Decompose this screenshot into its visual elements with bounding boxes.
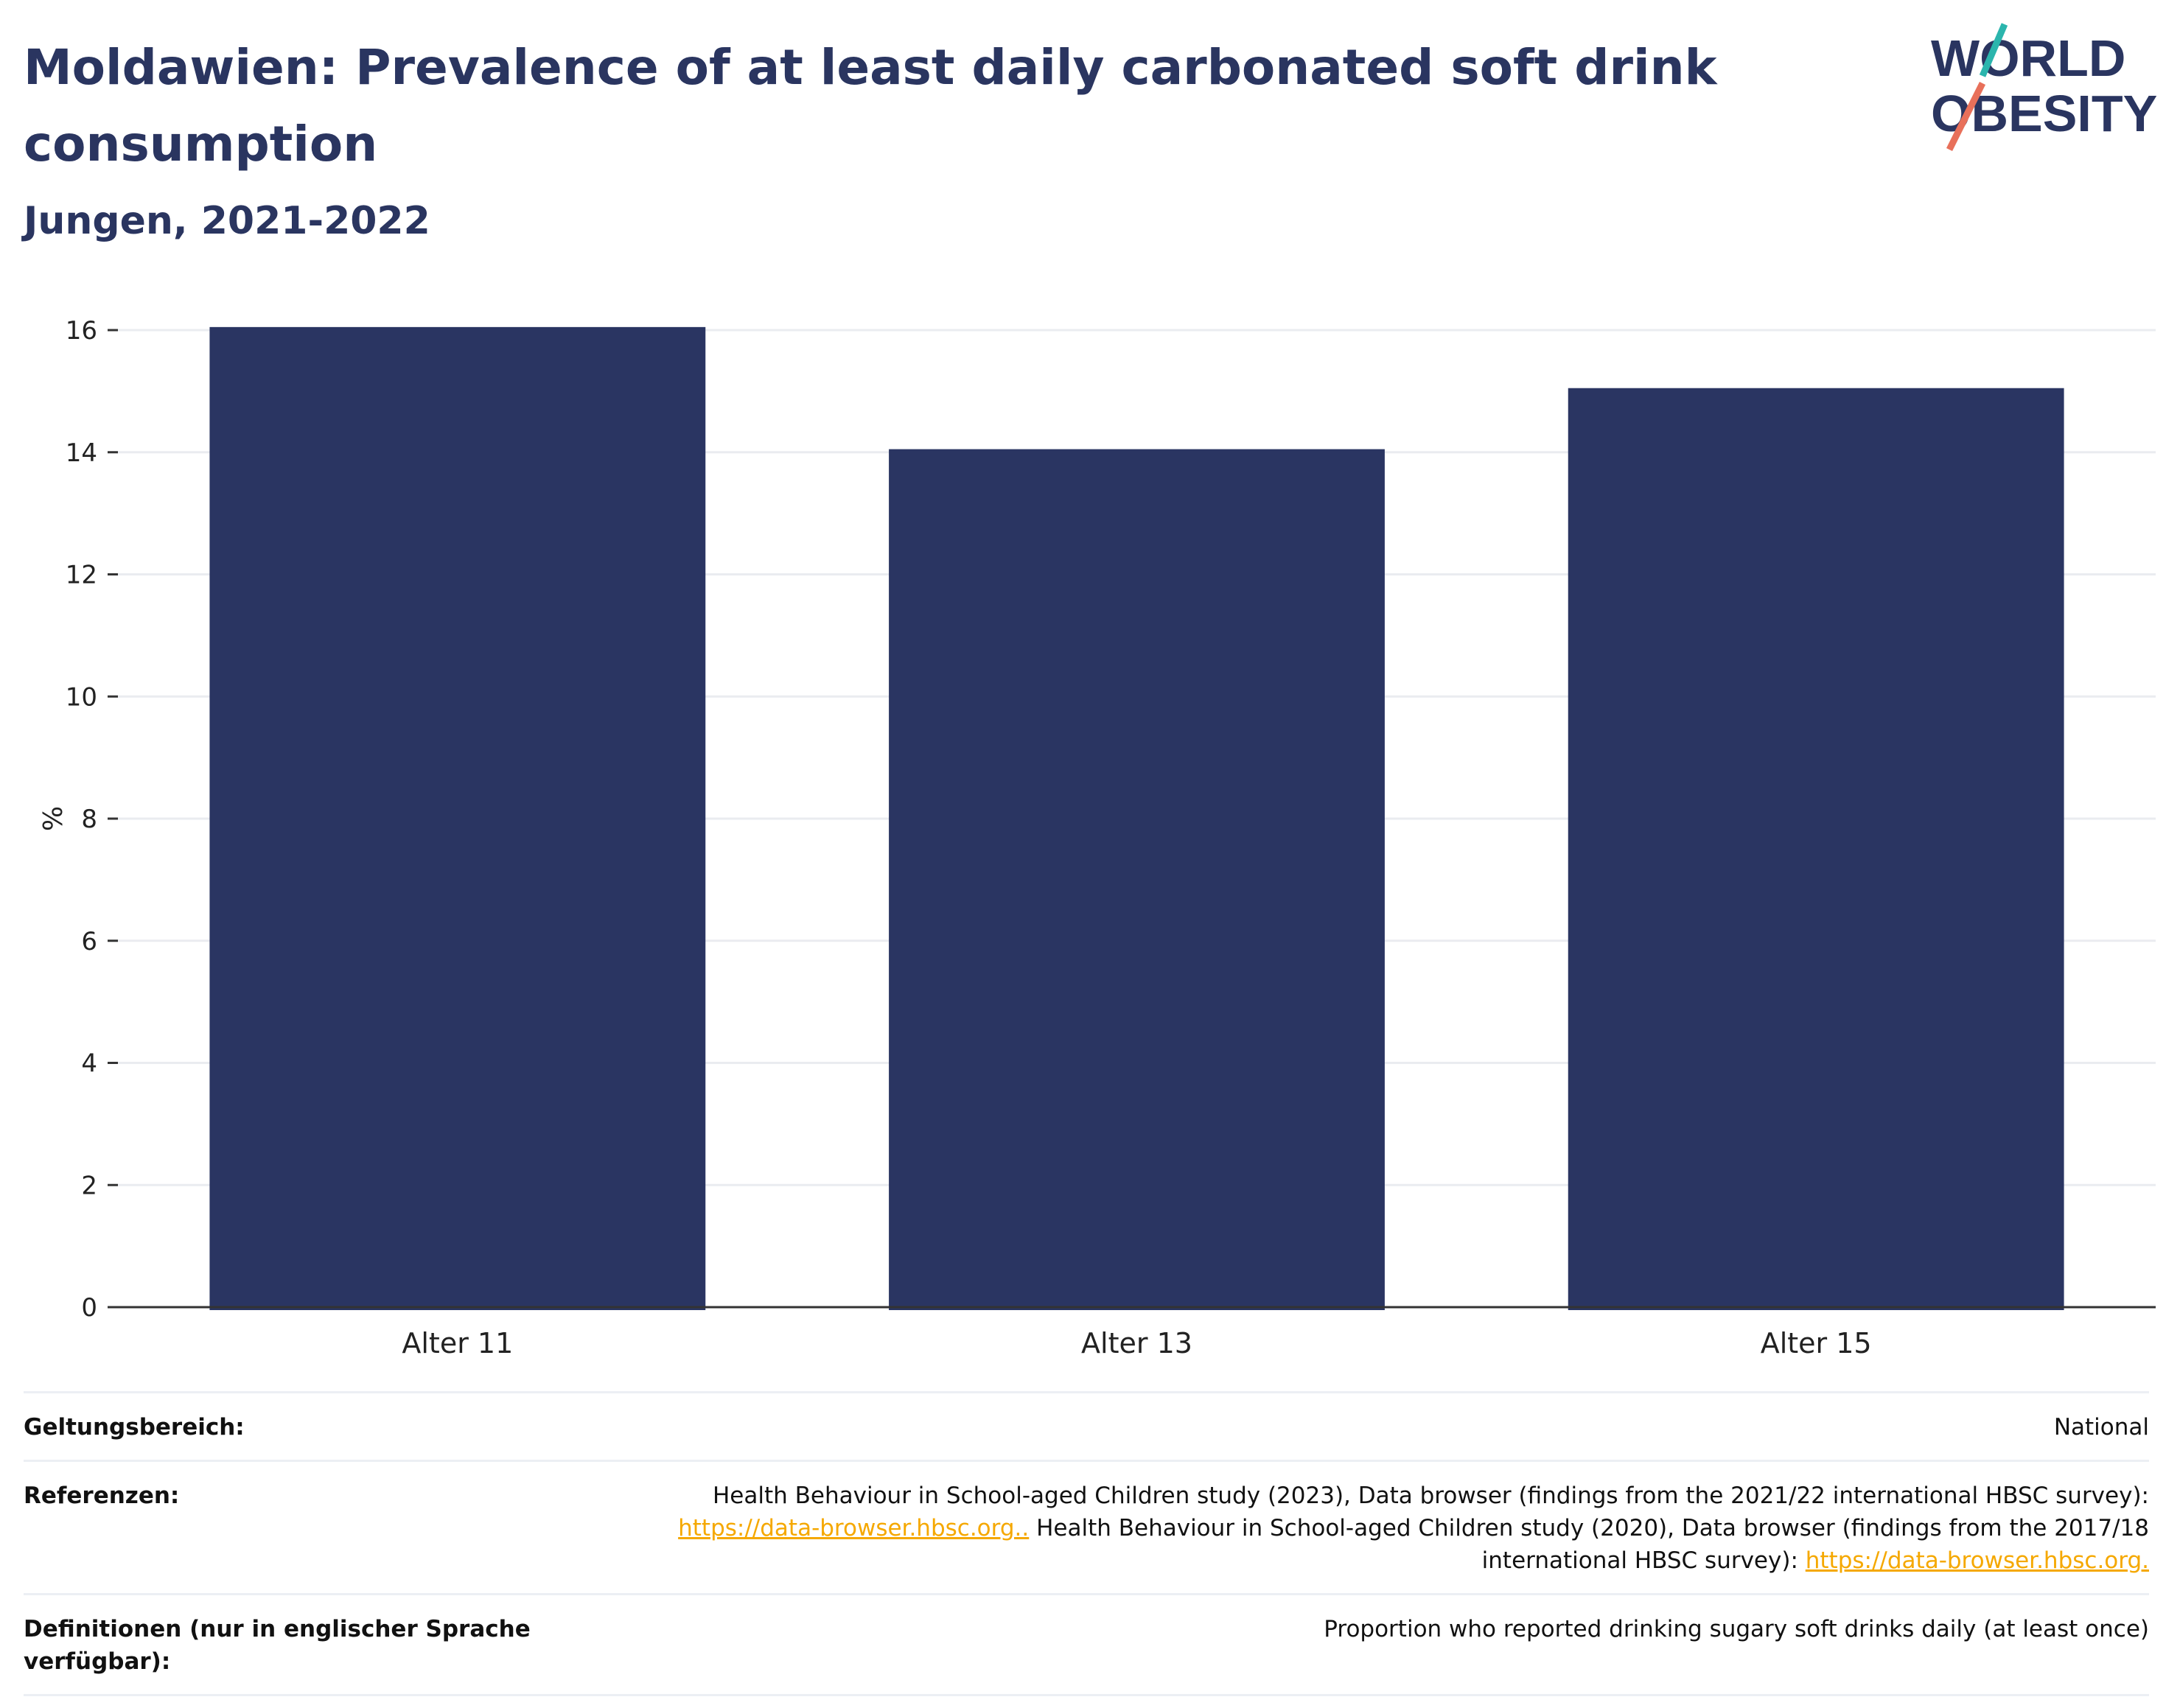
y-tick-label: 16 (66, 316, 97, 346)
bar-alter-11 (209, 326, 706, 1311)
info-row-references: Referenzen: Health Behaviour in School-a… (24, 1460, 2149, 1593)
references-text-2: Health Behaviour in School-aged Children… (1029, 1515, 2149, 1541)
y-tick-label: 6 (81, 927, 97, 956)
references-link-1[interactable]: https://data-browser.hbsc.org.. (678, 1515, 1030, 1541)
logo-slash-teal (1979, 23, 2008, 77)
logo-slash-coral (1946, 81, 1986, 152)
scope-label: Geltungsbereich: (24, 1414, 245, 1441)
logo-text-world: WORLD (1931, 29, 2125, 87)
y-tick-label: 4 (81, 1049, 97, 1079)
definitions-value: Proportion who reported drinking sugary … (1324, 1616, 2149, 1642)
page-subtitle: Jungen, 2021-2022 (24, 199, 430, 243)
x-tick-label: Alter 15 (1761, 1327, 1872, 1359)
references-text-3: international HBSC survey): (1481, 1547, 1806, 1574)
y-axis-ticks: 0 2 4 6 8 10 12 14 16 (66, 316, 118, 1323)
info-row-definitions: Definitionen (nur in englischer Sprache … (24, 1593, 2149, 1696)
x-tick-label: Alter 11 (402, 1327, 513, 1359)
bar-chart: 0 2 4 6 8 10 12 14 16 Alter 11 Alter 13 Alter 15 % (36, 316, 2156, 1359)
y-tick-label: 2 (81, 1171, 97, 1200)
y-tick-label: 0 (81, 1293, 97, 1323)
scope-value: National (2053, 1414, 2149, 1441)
y-tick-label: 10 (66, 682, 97, 712)
references-value: Health Behaviour in School-aged Children… (554, 1480, 2149, 1577)
references-label: Referenzen: (24, 1483, 180, 1509)
y-tick-label: 8 (81, 805, 97, 834)
y-axis-label: % (36, 806, 66, 831)
page-title: Moldawien: Prevalence of at least daily … (24, 39, 1717, 172)
world-obesity-logo: WORLD OBESITY (1931, 23, 2157, 152)
references-text-1: Health Behaviour in School-aged Children… (713, 1483, 2149, 1509)
bar-alter-15 (1568, 388, 2064, 1311)
info-row-scope: Geltungsbereich: National (24, 1391, 2149, 1460)
bar-alter-13 (889, 449, 1385, 1311)
chart-bars (209, 326, 2064, 1311)
y-tick-label: 14 (66, 438, 97, 468)
x-tick-label: Alter 13 (1081, 1327, 1192, 1359)
x-axis-ticks: Alter 11 Alter 13 Alter 15 (402, 1327, 1871, 1359)
definitions-label: Definitionen (nur in englischer Sprache … (24, 1616, 531, 1675)
info-table: Geltungsbereich: National Referenzen: He… (24, 1391, 2149, 1696)
y-tick-label: 12 (66, 561, 97, 590)
references-link-2[interactable]: https://data-browser.hbsc.org. (1805, 1547, 2149, 1574)
